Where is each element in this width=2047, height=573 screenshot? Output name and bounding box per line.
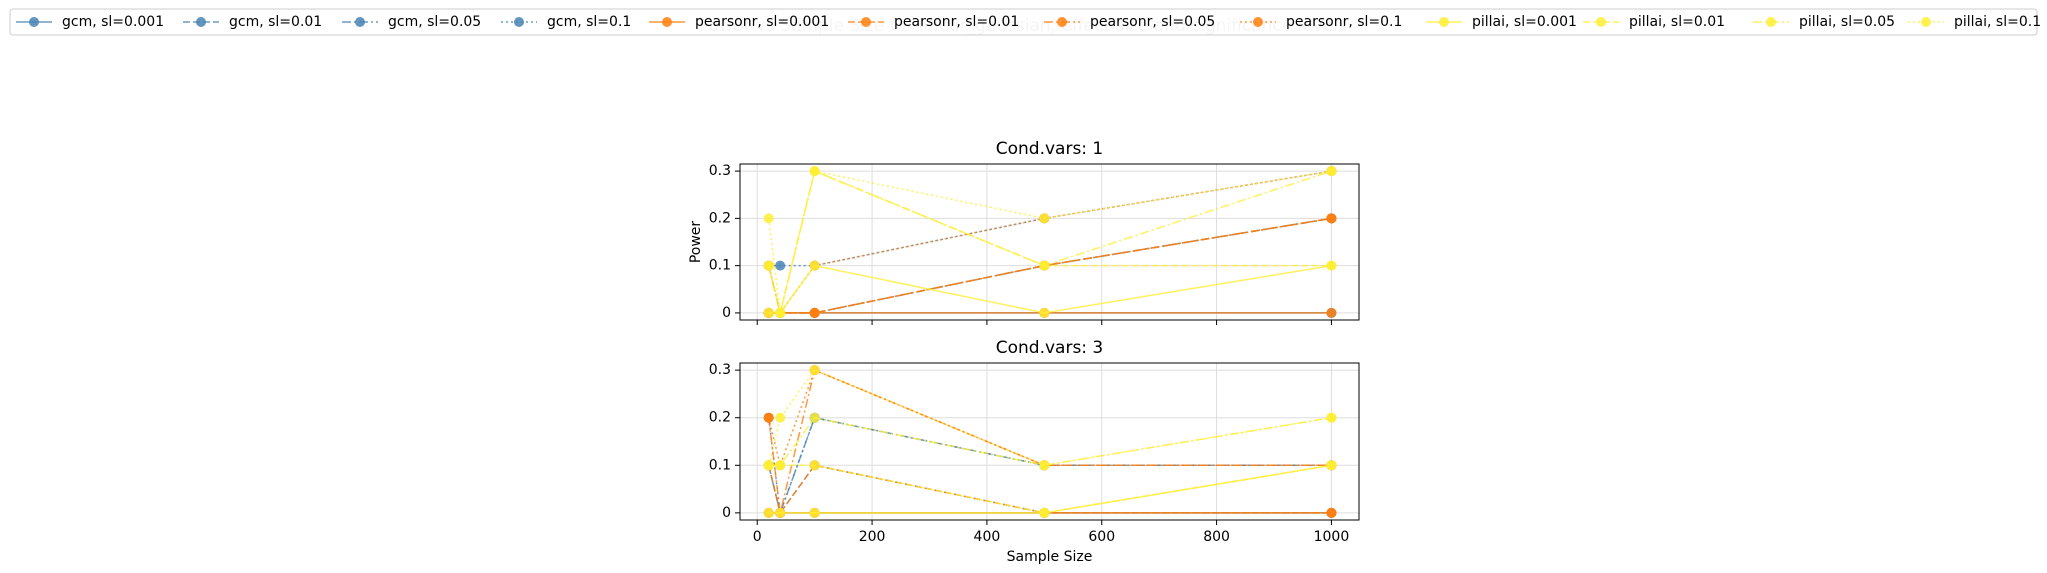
legend-label: gcm, sl=0.01	[229, 14, 322, 30]
data-point	[763, 412, 774, 423]
legend-label: pearsonr, sl=0.001	[695, 14, 829, 30]
legend-label: gcm, sl=0.001	[62, 14, 164, 30]
y-axis-label: Power	[688, 221, 704, 264]
data-point	[1326, 307, 1337, 318]
legend-label: pillai, sl=0.1	[1954, 14, 2041, 30]
legend-label: gcm, sl=0.05	[388, 14, 481, 30]
legend-marker	[1253, 17, 1263, 27]
legend-marker	[1921, 17, 1931, 27]
data-point	[1039, 260, 1050, 271]
y-tick-label: 0.1	[709, 457, 731, 473]
data-point	[763, 260, 774, 271]
legend-label: pearsonr, sl=0.05	[1090, 14, 1215, 30]
data-point	[775, 307, 786, 318]
legend-marker	[1766, 17, 1776, 27]
data-point	[809, 307, 820, 318]
data-point	[809, 507, 820, 518]
data-point	[763, 307, 774, 318]
legend-marker	[196, 17, 206, 27]
y-tick-label: 0.2	[709, 210, 731, 226]
axes-frame	[739, 362, 1360, 521]
data-point	[809, 166, 820, 177]
axes-frame	[739, 163, 1360, 321]
y-tick-label: 0.3	[709, 163, 731, 179]
x-tick-label: 600	[1088, 529, 1115, 545]
legend-label: pearsonr, sl=0.1	[1286, 14, 1402, 30]
legend-marker	[1057, 17, 1067, 27]
series-line	[767, 464, 1332, 515]
legend-label: pillai, sl=0.001	[1472, 14, 1577, 30]
legend-marker	[1596, 17, 1606, 27]
legend-box	[9, 8, 2038, 36]
x-tick-label: 200	[859, 529, 886, 545]
y-tick-label: 0.3	[709, 362, 731, 378]
data-point	[1039, 507, 1050, 518]
legend-label: pillai, sl=0.05	[1799, 14, 1895, 30]
subplot-title: Cond.vars: 1	[996, 139, 1104, 159]
y-tick-label: 0	[722, 305, 731, 321]
legend-marker	[662, 17, 672, 27]
legend-marker	[514, 17, 524, 27]
data-point	[809, 365, 820, 376]
data-point	[1326, 260, 1337, 271]
legend-marker	[29, 17, 39, 27]
data-point	[1326, 213, 1337, 224]
x-tick-label: 1000	[1314, 529, 1350, 545]
y-tick-label: 0.2	[709, 410, 731, 426]
legend-marker	[355, 17, 365, 27]
data-point	[1326, 460, 1337, 471]
x-tick-label: 400	[974, 529, 1001, 545]
data-point	[775, 412, 786, 423]
data-point	[1039, 307, 1050, 318]
subplot-title: Cond.vars: 3	[996, 338, 1104, 358]
data-point	[775, 507, 786, 518]
data-point	[809, 460, 820, 471]
legend-label: pearsonr, sl=0.01	[894, 14, 1019, 30]
data-point	[1326, 412, 1337, 423]
y-tick-label: 0	[722, 505, 731, 521]
data-point	[775, 260, 786, 271]
data-point	[809, 260, 820, 271]
legend-marker	[861, 17, 871, 27]
data-point	[1326, 166, 1337, 177]
legend-label: pillai, sl=0.01	[1629, 14, 1725, 30]
x-tick-label: 800	[1203, 529, 1230, 545]
x-axis-label: Sample Size	[1007, 549, 1093, 565]
plot-area	[740, 164, 1359, 320]
plot-area	[740, 363, 1359, 520]
data-point	[1039, 213, 1050, 224]
data-point	[775, 460, 786, 471]
data-point	[763, 460, 774, 471]
legend-label: gcm, sl=0.1	[547, 14, 631, 30]
x-tick-label: 0	[753, 529, 762, 545]
data-point	[763, 507, 774, 518]
series-line	[767, 217, 1332, 314]
data-point	[1326, 507, 1337, 518]
data-point	[809, 412, 820, 423]
y-tick-label: 0.1	[709, 258, 731, 274]
data-point	[763, 213, 774, 224]
legend-marker	[1439, 17, 1449, 27]
data-point	[1039, 460, 1050, 471]
